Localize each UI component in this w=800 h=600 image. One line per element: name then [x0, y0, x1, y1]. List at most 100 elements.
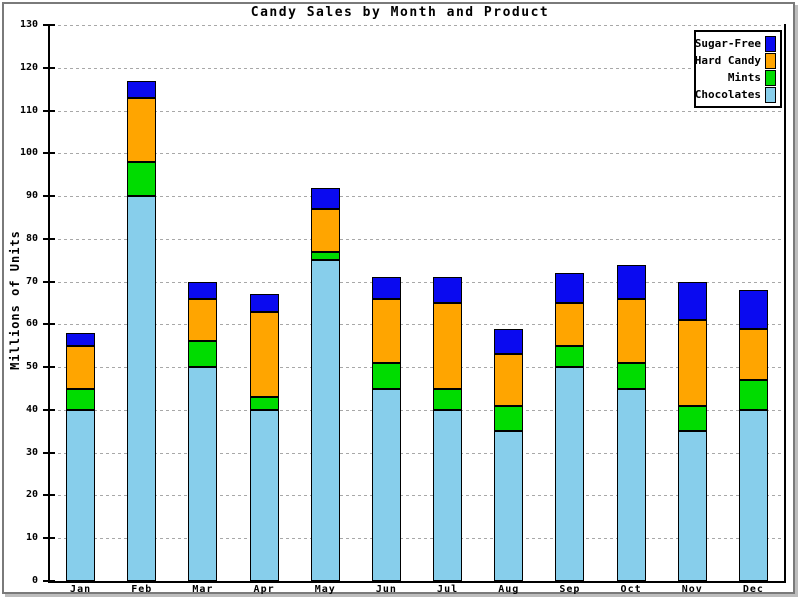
gridline-50 [52, 367, 784, 369]
bar-jan-sugar-free-segment [66, 332, 96, 346]
bar-oct-hard-candy-segment [616, 298, 646, 363]
bar-mar-sugar-free-segment [188, 281, 218, 299]
bar-mar-chocolates-segment [188, 367, 218, 581]
legend-item-hard-candy: Hard Candy [695, 52, 776, 69]
bar-dec-mints-segment [738, 379, 768, 410]
x-axis-line [48, 581, 786, 583]
bar-nov-chocolates-segment [677, 431, 707, 581]
y-tick-label: 80 [25, 232, 38, 244]
bar-feb-chocolates-segment [127, 196, 157, 581]
legend-swatch [765, 86, 776, 103]
gridline-110 [52, 110, 784, 112]
bar-aug-hard-candy-segment [494, 354, 524, 406]
y-tick-label: 130 [19, 19, 38, 30]
bar-jan-chocolates-segment [66, 409, 96, 581]
gridline-100 [52, 153, 784, 155]
gridline-30 [52, 452, 784, 454]
chart-title: Candy Sales by Month and Product [250, 5, 550, 20]
gridline-70 [52, 281, 784, 283]
bar-may-sugar-free-segment [310, 187, 340, 209]
y-tick-label: 0 [31, 575, 38, 586]
y-tick-label: 70 [25, 275, 38, 287]
bar-apr-mints-segment [249, 397, 279, 410]
y-tick-label: 50 [25, 361, 38, 373]
bar-feb-mints-segment [127, 161, 157, 197]
y-tick-label: 100 [19, 147, 38, 159]
legend-label: Mints [727, 71, 761, 84]
legend-label: Chocolates [694, 88, 761, 101]
x-tick-label-aug: Aug [498, 584, 520, 595]
legend-swatch [765, 69, 776, 86]
bar-sep-mints-segment [555, 345, 585, 368]
bar-jan-hard-candy-segment [66, 345, 96, 389]
gridline-130 [52, 25, 784, 26]
bar-jun-chocolates-segment [371, 388, 401, 581]
legend-item-mints: Mints [700, 69, 776, 86]
bar-oct-mints-segment [616, 362, 646, 389]
bar-dec-hard-candy-segment [738, 328, 768, 380]
bar-mar-hard-candy-segment [188, 298, 218, 342]
gridline-120 [52, 67, 784, 69]
bar-may-mints-segment [310, 251, 340, 261]
y-tick-label: 30 [25, 446, 38, 458]
x-tick-label-feb: Feb [131, 584, 153, 595]
bar-may-hard-candy-segment [310, 208, 340, 252]
legend-item-chocolates: Chocolates [695, 86, 776, 103]
bar-aug-mints-segment [494, 405, 524, 432]
bar-jun-mints-segment [371, 362, 401, 389]
legend-label: Sugar-Free [694, 37, 761, 50]
y-tick-label: 40 [25, 403, 38, 415]
bar-feb-sugar-free-segment [127, 80, 157, 98]
y-tick-label: 60 [25, 318, 38, 330]
bar-aug-chocolates-segment [494, 431, 524, 581]
bar-apr-sugar-free-segment [249, 294, 279, 312]
legend-label: Hard Candy [694, 54, 761, 67]
bar-may-chocolates-segment [310, 260, 340, 581]
x-tick-label-oct: Oct [620, 584, 642, 595]
bar-dec-sugar-free-segment [738, 290, 768, 329]
y-tick-label: 20 [25, 489, 38, 501]
legend: Sugar-Free Hard Candy Mints Chocolates [694, 30, 782, 108]
y-axis-line [48, 24, 50, 583]
legend-item-sugar-free: Sugar-Free [695, 35, 776, 52]
gridline-10 [52, 538, 784, 540]
bar-jun-sugar-free-segment [371, 277, 401, 299]
bar-aug-sugar-free-segment [494, 328, 524, 355]
bar-jul-sugar-free-segment [433, 277, 463, 303]
bar-jul-hard-candy-segment [433, 303, 463, 389]
bar-oct-sugar-free-segment [616, 264, 646, 299]
bar-mar-mints-segment [188, 341, 218, 368]
x-tick-label-nov: Nov [681, 584, 703, 595]
right-border-line [784, 24, 786, 583]
legend-swatch [765, 35, 776, 52]
x-tick-label-apr: Apr [253, 584, 275, 595]
bar-oct-chocolates-segment [616, 388, 646, 581]
bar-sep-sugar-free-segment [555, 273, 585, 303]
bar-nov-mints-segment [677, 405, 707, 432]
bar-apr-hard-candy-segment [249, 311, 279, 398]
bar-jun-hard-candy-segment [371, 298, 401, 363]
legend-swatch [765, 52, 776, 69]
x-tick-label-dec: Dec [742, 584, 764, 595]
bar-nov-sugar-free-segment [677, 281, 707, 321]
chart-frame-border [2, 2, 795, 594]
bar-nov-hard-candy-segment [677, 320, 707, 406]
bar-apr-chocolates-segment [249, 409, 279, 581]
y-tick-label: 110 [19, 104, 38, 116]
bar-sep-chocolates-segment [555, 367, 585, 581]
y-tick-label: 90 [25, 190, 38, 202]
y-tick-label: 10 [25, 532, 38, 544]
bar-feb-hard-candy-segment [127, 97, 157, 162]
y-tick-label: 120 [19, 61, 38, 73]
bar-sep-hard-candy-segment [555, 303, 585, 346]
bar-jul-mints-segment [433, 388, 463, 410]
bar-dec-chocolates-segment [738, 409, 768, 581]
x-tick-label-jan: Jan [70, 584, 92, 595]
x-tick-label-jul: Jul [437, 584, 459, 595]
x-tick-label-mar: Mar [192, 584, 214, 595]
gridline-80 [52, 238, 784, 240]
gridline-60 [52, 324, 784, 326]
bar-jan-mints-segment [66, 388, 96, 410]
x-tick-label-may: May [314, 584, 336, 595]
